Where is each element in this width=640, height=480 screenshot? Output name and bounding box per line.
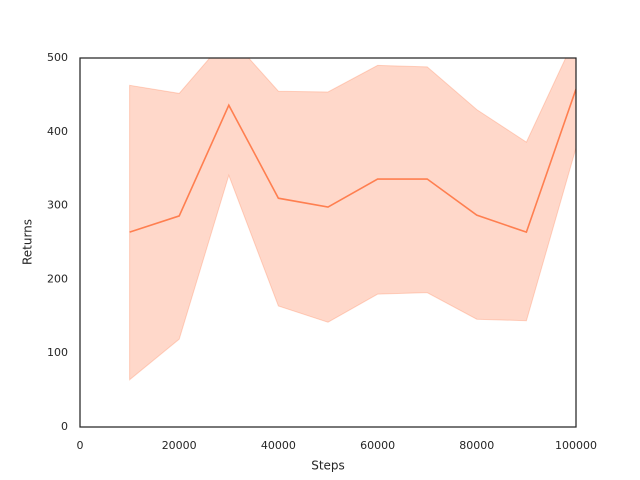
line xyxy=(129,88,576,234)
x-tick-label: 60000 xyxy=(360,439,395,452)
y-axis-title: Returns xyxy=(21,219,35,265)
x-tick-label: 80000 xyxy=(459,439,494,452)
confidence-band xyxy=(129,58,576,381)
y-tick-label: 200 xyxy=(47,272,68,285)
x-tick-label: 100000 xyxy=(555,439,597,452)
y-tick-label: 0 xyxy=(61,420,68,433)
y-tick-label: 400 xyxy=(47,125,68,138)
plot-area xyxy=(129,58,576,381)
x-axis-title: Steps xyxy=(311,459,345,473)
x-tick-label: 20000 xyxy=(162,439,197,452)
y-tick-label: 100 xyxy=(47,346,68,359)
x-tick-label: 40000 xyxy=(261,439,296,452)
plot-frame xyxy=(79,57,577,428)
y-tick-label: 500 xyxy=(47,51,68,64)
x-tick-label: 0 xyxy=(77,439,84,452)
y-tick-label: 300 xyxy=(47,199,68,212)
